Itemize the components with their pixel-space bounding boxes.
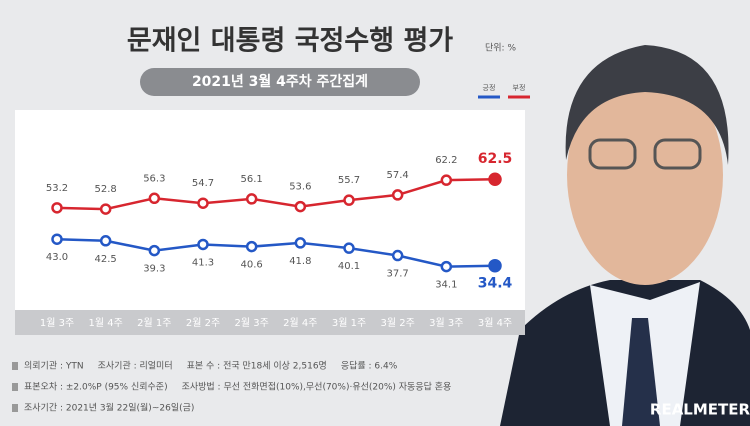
data-label: 53.2 <box>46 183 68 194</box>
data-label: 41.8 <box>289 256 311 267</box>
data-point <box>294 200 307 213</box>
portrait <box>500 45 750 426</box>
data-label: 53.6 <box>289 182 311 193</box>
data-label: 62.2 <box>435 155 457 166</box>
data-point <box>51 202 63 214</box>
data-label: 37.7 <box>387 269 409 280</box>
note-bullet <box>12 362 18 370</box>
x-tick-label: 2월 2주 <box>186 317 220 329</box>
x-tick-label: 3월 1주 <box>332 317 366 329</box>
legend-label: 긍정 <box>483 83 496 92</box>
note-text: 조사기간 : 2021년 3월 22일(월)~26일(금) <box>24 402 194 414</box>
note-text: 조사기관 : 리얼미터 <box>98 361 173 372</box>
data-label: 62.5 <box>478 151 513 167</box>
data-label: 40.6 <box>241 260 263 271</box>
x-tick-label: 1월 3주 <box>40 317 74 329</box>
data-label: 54.7 <box>192 178 214 189</box>
x-tick-label: 2월 4주 <box>283 317 317 329</box>
x-tick-label: 2월 1주 <box>137 317 171 329</box>
data-point <box>51 233 63 245</box>
data-point <box>391 189 404 201</box>
data-point <box>488 258 502 273</box>
series-line <box>56 177 496 211</box>
x-tick-label: 3월 3주 <box>429 317 463 329</box>
data-label: 34.4 <box>478 276 513 292</box>
title: 문재인 대통령 국정수행 평가 <box>127 26 453 57</box>
data-label: 43.0 <box>46 252 68 263</box>
data-point <box>148 192 161 205</box>
data-point <box>245 240 258 253</box>
x-tick-label: 2월 3주 <box>235 317 269 329</box>
data-label: 56.1 <box>241 174 263 185</box>
note-bullet <box>12 383 18 391</box>
data-label: 41.3 <box>192 257 214 268</box>
x-tick-label: 1월 4주 <box>89 317 123 329</box>
data-point <box>99 235 112 247</box>
logo: REALMETER <box>650 401 750 419</box>
data-point <box>488 172 502 186</box>
x-tick-label: 3월 2주 <box>381 317 415 329</box>
note-bullet <box>12 404 18 412</box>
data-label: 39.3 <box>143 264 165 275</box>
data-point <box>294 237 307 249</box>
data-point <box>391 249 404 262</box>
series-line <box>56 237 496 268</box>
data-point <box>197 238 209 251</box>
x-axis-band <box>15 310 525 335</box>
data-point <box>440 174 453 186</box>
data-point <box>343 242 355 254</box>
subtitle-pill <box>140 68 420 96</box>
data-point <box>99 203 112 215</box>
data-label: 52.8 <box>95 184 117 195</box>
data-point <box>343 194 355 206</box>
subtitle: 2021년 3월 4주차 주간집계 <box>192 73 368 90</box>
data-label: 57.4 <box>387 170 409 181</box>
unit: 단위: % <box>485 43 516 54</box>
note-text: 표본 수 : 전국 만18세 이상 2,516명 <box>187 361 327 372</box>
data-label: 56.3 <box>143 173 165 184</box>
x-tick-label: 3월 4주 <box>478 317 512 329</box>
data-point <box>440 260 453 273</box>
note-text: 의뢰기관 : YTN <box>24 361 84 372</box>
data-label: 34.1 <box>435 280 457 291</box>
notes: 의뢰기관 : YTN 조사기관 : 리얼미터 표본 수 : 전국 만18세 이상 2… <box>12 360 451 414</box>
data-label: 55.7 <box>338 175 360 186</box>
data-point <box>148 244 161 257</box>
note-text: 조사방법 : 무선 전화면접(10%),무선(70%)·유선(20%) 자동응답… <box>182 381 452 393</box>
note-text: 응답률 : 6.4% <box>341 360 398 372</box>
data-point <box>245 193 258 205</box>
data-point <box>197 197 209 209</box>
data-label: 42.5 <box>95 254 117 265</box>
legend-label: 부정 <box>513 83 526 92</box>
data-label: 40.1 <box>338 261 360 272</box>
note-text: 표본오차 : ±2.0%P (95% 신뢰수준) <box>24 381 168 393</box>
